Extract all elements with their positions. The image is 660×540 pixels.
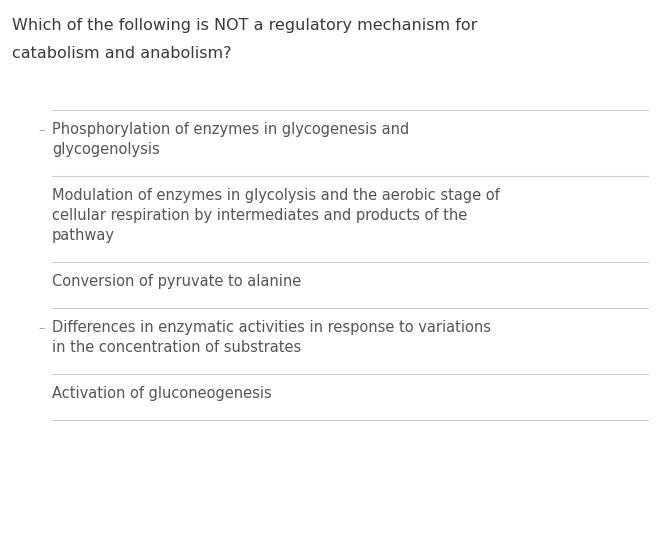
- Text: Modulation of enzymes in glycolysis and the aerobic stage of: Modulation of enzymes in glycolysis and …: [52, 188, 500, 203]
- Text: pathway: pathway: [52, 228, 115, 243]
- Text: in the concentration of substrates: in the concentration of substrates: [52, 340, 301, 355]
- Text: Conversion of pyruvate to alanine: Conversion of pyruvate to alanine: [52, 274, 301, 289]
- Text: Phosphorylation of enzymes in glycogenesis and: Phosphorylation of enzymes in glycogenes…: [52, 122, 409, 137]
- Text: catabolism and anabolism?: catabolism and anabolism?: [12, 46, 232, 61]
- Text: cellular respiration by intermediates and products of the: cellular respiration by intermediates an…: [52, 208, 467, 223]
- Text: glycogenolysis: glycogenolysis: [52, 142, 160, 157]
- Text: Which of the following is NOT a regulatory mechanism for: Which of the following is NOT a regulato…: [12, 18, 477, 33]
- Text: Activation of gluconeogenesis: Activation of gluconeogenesis: [52, 386, 272, 401]
- Text: –: –: [38, 124, 45, 137]
- Text: Differences in enzymatic activities in response to variations: Differences in enzymatic activities in r…: [52, 320, 491, 335]
- Text: –: –: [38, 322, 45, 335]
